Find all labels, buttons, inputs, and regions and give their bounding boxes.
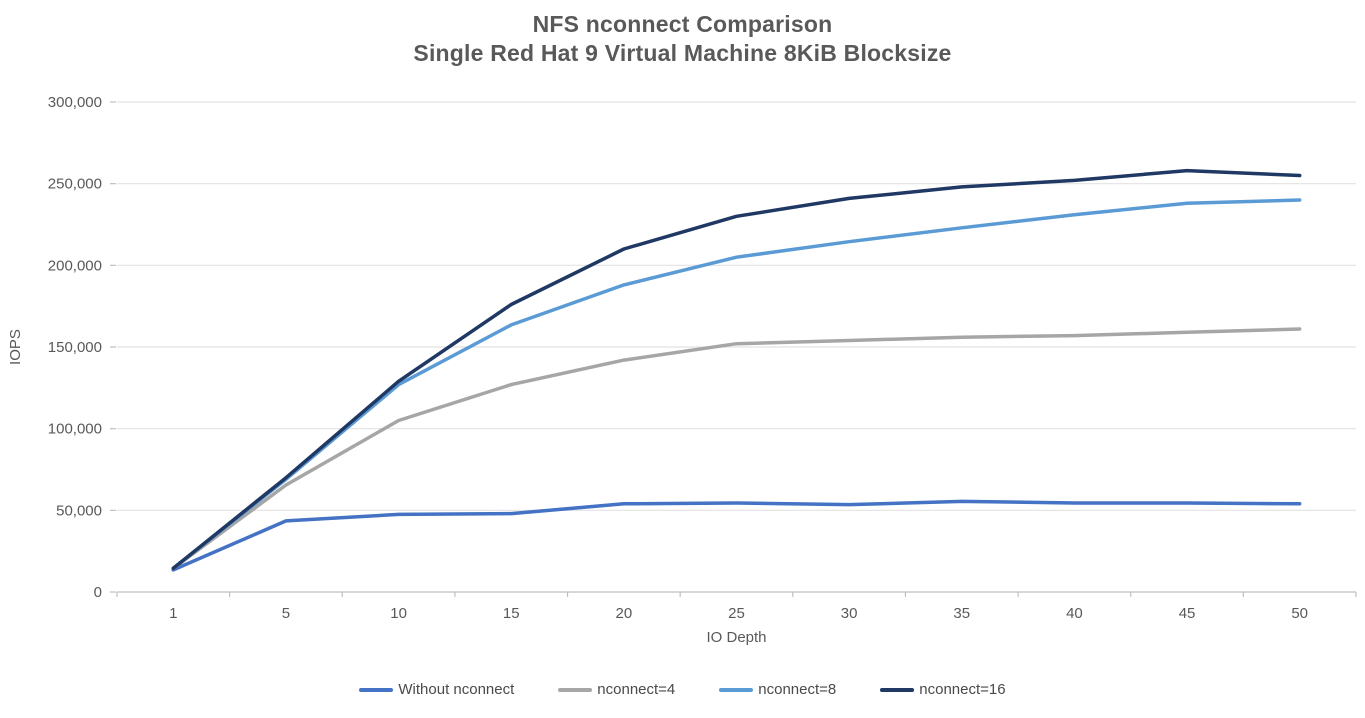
x-tick-label: 50 bbox=[1291, 605, 1308, 622]
x-tick-label: 1 bbox=[169, 605, 177, 622]
legend-label: Without nconnect bbox=[398, 681, 515, 698]
legend-item-without-nconnect: Without nconnect bbox=[359, 681, 514, 698]
series-line-nconnect-16 bbox=[171, 168, 1302, 571]
x-tick-label: 35 bbox=[953, 605, 970, 622]
x-tick-label: 30 bbox=[841, 605, 858, 622]
legend-line-swatch bbox=[558, 687, 593, 692]
x-axis-title: IO Depth bbox=[706, 629, 766, 646]
x-tick-label: 20 bbox=[616, 605, 633, 622]
y-tick-label: 150,000 bbox=[48, 339, 102, 356]
legend-item-nconnect-8: nconnect=8 bbox=[719, 681, 836, 698]
chart-title-line2: Single Red Hat 9 Virtual Machine 8KiB Bl… bbox=[413, 40, 952, 67]
chart-title-line1: NFS nconnect Comparison bbox=[532, 11, 833, 37]
legend-item-nconnect-16: nconnect=16 bbox=[880, 681, 1006, 698]
y-tick-label: 200,000 bbox=[48, 257, 102, 274]
x-tick-label: 5 bbox=[282, 605, 290, 622]
x-tick-label: 25 bbox=[728, 605, 745, 622]
legend-line-swatch bbox=[719, 687, 754, 692]
series-line-nconnect-4 bbox=[171, 327, 1302, 571]
x-tick-label: 45 bbox=[1179, 605, 1196, 622]
x-tick-label: 40 bbox=[1066, 605, 1083, 622]
y-tick-label: 300,000 bbox=[48, 94, 102, 111]
series-line-without-nconnect bbox=[171, 499, 1302, 572]
chart-legend: Without nconnect nconnect=4 nconnect=8 ncon… bbox=[0, 681, 1365, 698]
y-axis-title: IOPS bbox=[7, 329, 24, 365]
legend-label: nconnect=16 bbox=[919, 681, 1006, 698]
chart-title: NFS nconnect Comparison Single Red Hat 9… bbox=[0, 10, 1365, 69]
y-tick-label: 0 bbox=[94, 584, 102, 601]
legend-item-nconnect-4: nconnect=4 bbox=[558, 681, 675, 698]
legend-line-swatch bbox=[359, 687, 394, 692]
legend-label: nconnect=4 bbox=[597, 681, 676, 698]
x-tick-label: 15 bbox=[503, 605, 520, 622]
plot-area: 0 50,000 100,000 150,000 200,000 250,000 300,0… bbox=[7, 94, 1357, 646]
x-tick-label: 10 bbox=[390, 605, 407, 622]
series-line-nconnect-8 bbox=[171, 198, 1302, 571]
y-tick-label: 100,000 bbox=[48, 421, 102, 438]
y-tick-label: 50,000 bbox=[56, 502, 102, 519]
legend-label: nconnect=8 bbox=[758, 681, 837, 698]
legend-line-swatch bbox=[880, 687, 915, 692]
y-tick-label: 250,000 bbox=[48, 176, 102, 193]
